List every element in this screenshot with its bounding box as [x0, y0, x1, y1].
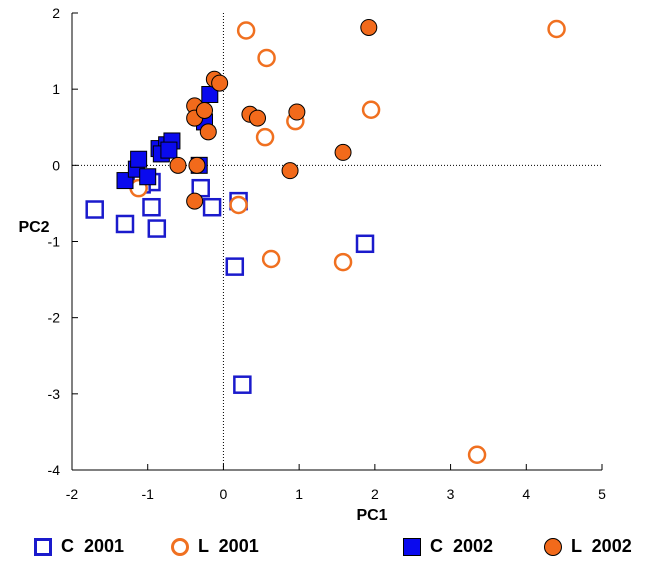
- point-c-2001: [142, 197, 161, 217]
- legend-label: C 2002: [430, 536, 494, 556]
- point-l-2002: [186, 192, 204, 210]
- x-tick-label: 4: [522, 486, 530, 502]
- point-l-2002: [360, 18, 378, 36]
- point-c-2002: [139, 168, 157, 186]
- point-l-2002: [169, 156, 187, 174]
- legend: C 2001 L 2001 C 2002 L 2002: [0, 536, 661, 564]
- point-c-2001: [355, 234, 375, 254]
- point-l-2001: [361, 100, 381, 119]
- x-tick-label: -1: [141, 486, 154, 502]
- y-tick-label: 0: [52, 157, 60, 173]
- legend-label: L 2001: [198, 536, 259, 556]
- y-tick-label: -1: [48, 234, 61, 250]
- x-tick-label: 2: [371, 486, 379, 502]
- point-l-2001: [229, 195, 248, 215]
- legend-label: C 2001: [61, 536, 125, 556]
- point-l-2002: [211, 74, 229, 92]
- point-l-2001: [333, 252, 353, 272]
- x-tick-label: -2: [66, 486, 79, 502]
- point-l-2001: [467, 445, 487, 465]
- point-c-2001: [233, 375, 252, 394]
- point-c-2002: [130, 150, 148, 168]
- point-l-2001: [257, 48, 276, 68]
- filled-square-icon: [403, 537, 421, 556]
- y-axis-title: PC2: [18, 219, 49, 236]
- point-l-2001: [261, 249, 281, 269]
- x-tick-label: 3: [447, 486, 455, 502]
- data-points: [85, 18, 566, 465]
- point-c-2001: [147, 219, 167, 238]
- legend-label: L 2002: [571, 536, 632, 556]
- legend-item-c-2002: C 2002: [403, 536, 493, 557]
- y-tick-label: -4: [48, 462, 61, 478]
- legend-item-l-2001: L 2001: [171, 536, 259, 557]
- legend-item-c-2001: C 2001: [34, 536, 124, 557]
- open-square-icon: [34, 537, 52, 556]
- point-l-2002: [188, 156, 206, 174]
- point-c-2001: [85, 200, 104, 219]
- legend-item-l-2002: L 2002: [544, 536, 632, 557]
- point-l-2002: [281, 162, 299, 180]
- filled-circle-icon: [544, 537, 562, 556]
- point-l-2002: [288, 103, 306, 121]
- point-l-2002: [199, 123, 217, 141]
- point-l-2002: [196, 101, 213, 119]
- y-tick-label: 1: [52, 81, 60, 97]
- point-c-2001: [202, 197, 222, 217]
- x-tick-label: 5: [598, 486, 606, 502]
- axes: -2 -1 0 1 2 3 4 5 -4 -3 -2 -1 0 1 2: [48, 5, 607, 502]
- point-l-2002: [334, 143, 352, 161]
- point-l-2001: [236, 21, 256, 40]
- x-axis-title: PC1: [356, 507, 387, 524]
- point-c-2001: [115, 214, 135, 234]
- point-l-2001: [255, 127, 275, 147]
- point-l-2001: [547, 19, 566, 39]
- point-c-2001: [225, 257, 245, 276]
- point-l-2002: [249, 109, 266, 127]
- y-tick-label: 2: [52, 5, 60, 21]
- y-tick-label: -2: [48, 310, 61, 326]
- y-tick-label: -3: [48, 386, 61, 402]
- open-circle-icon: [171, 537, 189, 556]
- point-c-2002: [201, 85, 219, 103]
- x-tick-label: 0: [220, 486, 228, 502]
- x-tick-label: 1: [295, 486, 303, 502]
- point-c-2002: [160, 141, 178, 159]
- pca-scatter-chart: -2 -1 0 1 2 3 4 5 -4 -3 -2 -1 0 1 2 PC1 PC2: [18, 5, 607, 524]
